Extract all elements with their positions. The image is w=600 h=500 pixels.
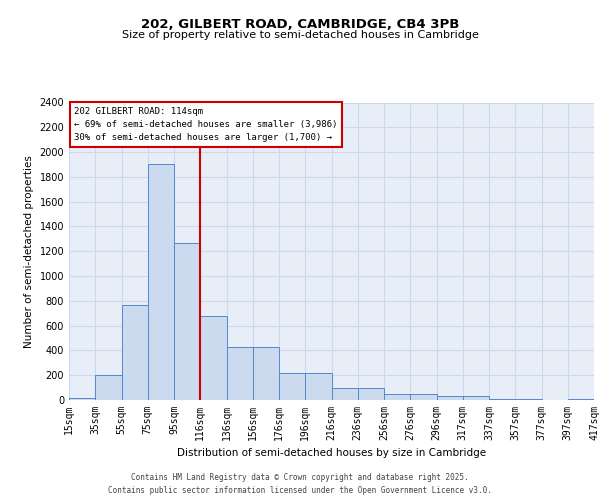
- Text: Size of property relative to semi-detached houses in Cambridge: Size of property relative to semi-detach…: [122, 30, 478, 40]
- Y-axis label: Number of semi-detached properties: Number of semi-detached properties: [24, 155, 34, 348]
- Bar: [489, 399, 515, 400]
- Text: 202, GILBERT ROAD, CAMBRIDGE, CB4 3PB: 202, GILBERT ROAD, CAMBRIDGE, CB4 3PB: [141, 18, 459, 30]
- Bar: [384, 394, 410, 400]
- Bar: [515, 399, 542, 400]
- Bar: [148, 164, 174, 400]
- Bar: [331, 388, 358, 400]
- Bar: [121, 304, 148, 400]
- Bar: [69, 398, 95, 400]
- Bar: [437, 396, 463, 400]
- Bar: [358, 388, 384, 400]
- Text: Contains HM Land Registry data © Crown copyright and database right 2025.
Contai: Contains HM Land Registry data © Crown c…: [108, 474, 492, 495]
- Bar: [174, 242, 200, 400]
- Bar: [200, 316, 227, 400]
- Bar: [253, 346, 279, 400]
- Bar: [568, 399, 594, 400]
- Bar: [463, 396, 489, 400]
- Bar: [305, 374, 331, 400]
- Bar: [410, 394, 437, 400]
- X-axis label: Distribution of semi-detached houses by size in Cambridge: Distribution of semi-detached houses by …: [177, 448, 486, 458]
- Text: 202 GILBERT ROAD: 114sqm
← 69% of semi-detached houses are smaller (3,986)
30% o: 202 GILBERT ROAD: 114sqm ← 69% of semi-d…: [74, 107, 338, 142]
- Bar: [227, 346, 253, 400]
- Bar: [279, 374, 305, 400]
- Bar: [95, 375, 121, 400]
